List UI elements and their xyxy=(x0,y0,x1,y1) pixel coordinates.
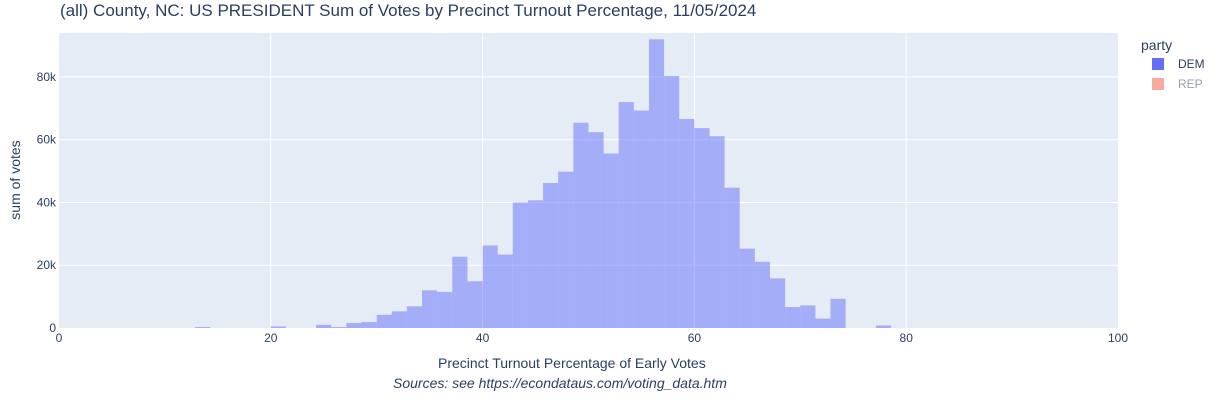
y-tick-label: 80k xyxy=(37,70,57,84)
histogram-bar[interactable] xyxy=(664,75,680,328)
y-tick-label: 40k xyxy=(37,195,57,209)
histogram-bar[interactable] xyxy=(573,122,589,329)
histogram-bar[interactable] xyxy=(785,306,801,328)
bars xyxy=(195,39,892,329)
histogram-bar[interactable] xyxy=(512,202,528,328)
histogram-bar[interactable] xyxy=(724,187,740,328)
histogram-bar[interactable] xyxy=(195,327,211,328)
y-tick-label: 60k xyxy=(37,133,57,147)
x-tick-label: 100 xyxy=(1108,331,1128,345)
x-tick-label: 20 xyxy=(264,331,278,345)
histogram-bar[interactable] xyxy=(452,256,468,328)
y-axis-ticks: 0 20k 40k 60k 80k xyxy=(37,70,57,335)
histogram-bar[interactable] xyxy=(406,306,423,328)
histogram-bar[interactable] xyxy=(588,132,604,328)
histogram-bar[interactable] xyxy=(875,325,892,328)
y-axis-label: sum of votes xyxy=(7,140,23,220)
histogram-bar[interactable] xyxy=(527,200,544,328)
histogram-bar[interactable] xyxy=(422,290,438,328)
histogram-bar[interactable] xyxy=(800,305,816,328)
x-axis-label: Precinct Turnout Percentage of Early Vot… xyxy=(438,355,706,371)
legend-swatch-dem xyxy=(1152,58,1164,70)
x-tick-label: 60 xyxy=(688,331,702,345)
source-note: Sources: see https://econdataus.com/voti… xyxy=(393,375,727,391)
histogram-bar[interactable] xyxy=(679,118,695,328)
histogram-bar[interactable] xyxy=(754,261,770,328)
histogram-bar[interactable] xyxy=(558,171,574,328)
histogram-bar[interactable] xyxy=(482,245,498,328)
histogram-bar[interactable] xyxy=(543,183,559,328)
histogram-bar[interactable] xyxy=(361,322,377,328)
histogram-bar[interactable] xyxy=(770,278,786,328)
histogram-bar[interactable] xyxy=(346,322,362,328)
x-tick-label: 40 xyxy=(476,331,490,345)
x-tick-label: 0 xyxy=(56,331,63,345)
histogram-bar[interactable] xyxy=(437,291,453,328)
histogram-bar[interactable] xyxy=(633,110,649,328)
chart-title: (all) County, NC: US PRESIDENT Sum of Vo… xyxy=(60,1,757,20)
histogram-bar[interactable] xyxy=(694,128,710,328)
histogram-bar[interactable] xyxy=(497,254,513,328)
y-tick-label: 20k xyxy=(37,258,57,272)
histogram-bar[interactable] xyxy=(376,314,392,328)
histogram-bar[interactable] xyxy=(830,298,846,328)
histogram-bar[interactable] xyxy=(709,136,725,328)
histogram-bar[interactable] xyxy=(618,102,634,328)
legend-title: party xyxy=(1141,37,1173,53)
histogram-bar[interactable] xyxy=(648,39,665,328)
legend-item-dem[interactable]: DEM xyxy=(1152,56,1205,72)
legend-label-dem: DEM xyxy=(1178,57,1205,71)
histogram-bar[interactable] xyxy=(603,153,619,328)
x-tick-label: 80 xyxy=(900,331,914,345)
histogram-bar[interactable] xyxy=(391,311,407,328)
y-tick-label: 0 xyxy=(49,321,56,335)
histogram-bar[interactable] xyxy=(739,248,755,328)
histogram-bar[interactable] xyxy=(467,281,483,328)
histogram-bar[interactable] xyxy=(331,327,347,328)
x-axis-ticks: 0 20 40 60 80 100 xyxy=(56,331,1129,345)
histogram-bar[interactable] xyxy=(270,326,286,328)
legend-label-rep: REP xyxy=(1178,77,1203,91)
legend-item-rep[interactable]: REP xyxy=(1152,76,1203,92)
legend-swatch-rep xyxy=(1152,78,1164,90)
histogram-bar[interactable] xyxy=(316,324,332,328)
histogram-bar[interactable] xyxy=(815,318,831,328)
